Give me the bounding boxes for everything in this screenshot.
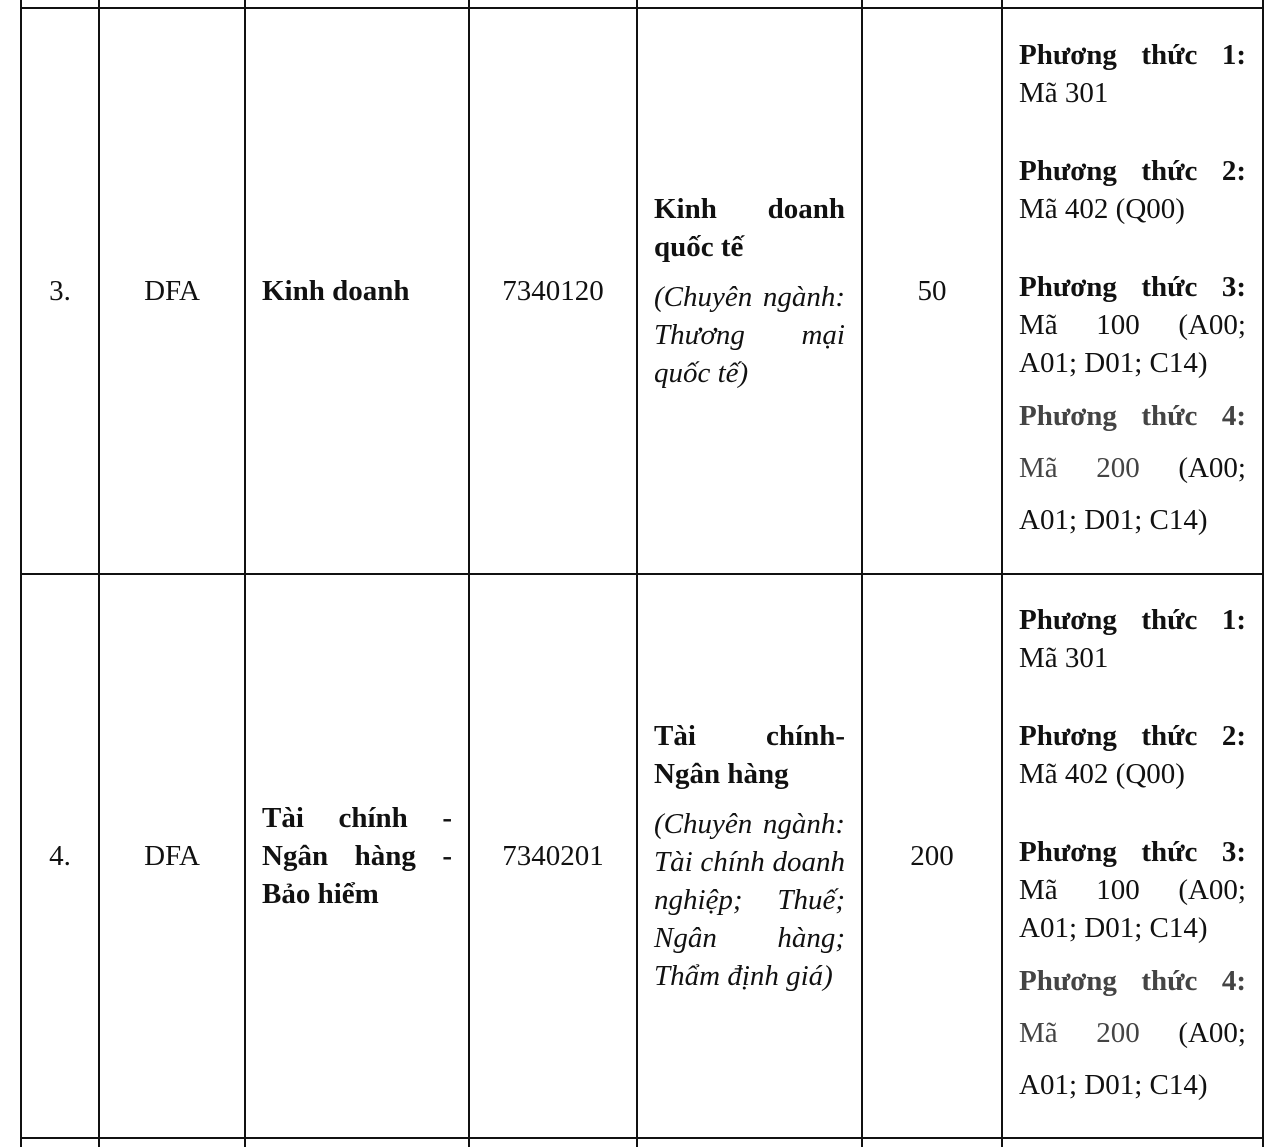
table-row-next bbox=[20, 1137, 1264, 1147]
major-name: Tài chính-Ngân hàng bbox=[654, 720, 845, 790]
method-value: Mã 200 bbox=[1019, 1017, 1140, 1049]
stt-cell: 3. bbox=[20, 7, 100, 575]
methods-cell: Phương thức 1: Mã 301 Phương thức 2: Mã … bbox=[1001, 573, 1264, 1139]
school-code-cell: DFA bbox=[98, 7, 246, 575]
stt-cell: 4. bbox=[20, 573, 100, 1139]
method-label: Phương thức 1: bbox=[1019, 604, 1246, 636]
method-value: Mã 301 bbox=[1019, 642, 1109, 674]
method-value: Mã 301 bbox=[1019, 77, 1109, 109]
method-label: Phương thức 4: bbox=[1019, 400, 1246, 432]
school-code-cell: DFA bbox=[98, 573, 246, 1139]
method-value-groups: (A00; A01; D01; C14) bbox=[1019, 1017, 1246, 1101]
method-value-groups: (A00; A01; D01; C14) bbox=[1019, 452, 1246, 536]
method-value: Mã 402 (Q00) bbox=[1019, 758, 1185, 790]
method-label: Phương thức 1: bbox=[1019, 39, 1246, 71]
major-code-cell: 7340120 bbox=[468, 7, 638, 575]
method-value: Mã 100 (A00; A01; D01; C14) bbox=[1019, 874, 1246, 944]
specialization: (Chuyên ngành: Tài chính doanh nghiệp; T… bbox=[654, 808, 845, 992]
major-cell: Kinh doanh quốc tế (Chuyên ngành: Thương… bbox=[636, 7, 863, 575]
method-value: Mã 200 bbox=[1019, 452, 1140, 484]
method-label: Phương thức 3: bbox=[1019, 836, 1246, 868]
major-code-cell: 7340201 bbox=[468, 573, 638, 1139]
specialization: (Chuyên ngành: Thương mại quốc tế) bbox=[654, 281, 845, 389]
method-label: Phương thức 4: bbox=[1019, 965, 1246, 997]
table-row: 3. DFA Kinh doanh 7340120 Kinh doanh quố… bbox=[20, 7, 1264, 575]
quota-cell: 50 bbox=[861, 7, 1003, 575]
major-cell: Tài chính-Ngân hàng (Chuyên ngành: Tài c… bbox=[636, 573, 863, 1139]
table-row-previous bbox=[20, 0, 1264, 9]
method-value: Mã 402 (Q00) bbox=[1019, 193, 1185, 225]
table-row: 4. DFA Tài chính - Ngân hàng - Bảo hiểm … bbox=[20, 573, 1264, 1139]
group-cell: Kinh doanh bbox=[244, 7, 470, 575]
group-cell: Tài chính - Ngân hàng - Bảo hiểm bbox=[244, 573, 470, 1139]
admission-table: 3. DFA Kinh doanh 7340120 Kinh doanh quố… bbox=[20, 0, 1264, 1147]
methods-cell: Phương thức 1: Mã 301 Phương thức 2: Mã … bbox=[1001, 7, 1264, 575]
method-value: Mã 100 (A00; A01; D01; C14) bbox=[1019, 309, 1246, 379]
quota-cell: 200 bbox=[861, 573, 1003, 1139]
method-label: Phương thức 3: bbox=[1019, 271, 1246, 303]
major-name: Kinh doanh quốc tế bbox=[654, 193, 845, 263]
method-label: Phương thức 2: bbox=[1019, 720, 1246, 752]
method-label: Phương thức 2: bbox=[1019, 155, 1246, 187]
